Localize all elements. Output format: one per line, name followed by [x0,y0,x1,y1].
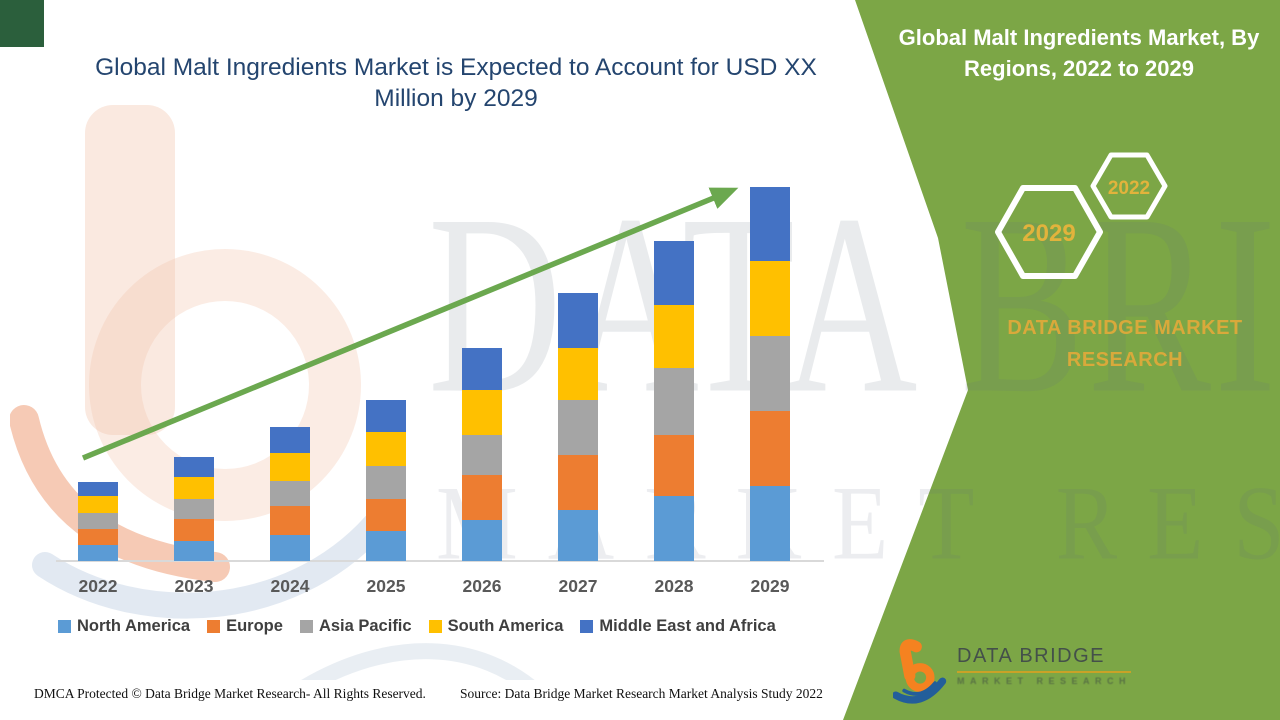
stacked-bar-2027 [558,293,598,561]
bar-segment [366,400,406,432]
legend-item: North America [58,617,190,636]
legend-marker [299,620,313,633]
stacked-bar-2024 [270,427,310,561]
bar-segment [78,482,118,496]
bar-segment [558,510,598,561]
bar-segment [654,368,694,435]
bar-segment [366,531,406,561]
x-axis-label: 2025 [366,576,406,596]
bar-segment [654,435,694,496]
bar-segment [462,435,502,475]
bar-segment [270,481,310,506]
bar-segment [462,475,502,520]
bar-segment [462,520,502,561]
bar-segment [270,535,310,561]
source-note: Source: Data Bridge Market Research Mark… [460,686,823,701]
bar-segment [750,187,790,261]
panel-brand-text: DATA BRIDGE MARKET RESEARCH [1007,317,1243,371]
bar-segment [558,348,598,400]
stacked-bar-2028 [654,241,694,561]
x-axis-label: 2029 [750,576,790,596]
x-axis-label: 2023 [174,576,214,596]
corner-accent-square [0,0,44,47]
legend-marker [580,620,594,633]
logo-name-text: DATA BRIDGE [957,645,1132,673]
bar-segment [174,541,214,561]
bar-segment [366,466,406,499]
bar-segment [270,427,310,453]
bar-segment [174,499,214,519]
legend-item: South America [428,617,564,636]
legend-item: Middle East and Africa [580,617,776,636]
stacked-bar-2029 [750,187,790,561]
x-axis-label: 2024 [270,576,310,596]
legend-marker [428,620,442,633]
bar-segment [78,496,118,513]
bar-segment [462,390,502,435]
logo-subtitle-text: MARKET RESEARCH [957,676,1132,686]
bar-segment [78,545,118,561]
stacked-bar-2025 [366,400,406,561]
stacked-bar-2026 [462,348,502,561]
bar-segment [750,411,790,486]
legend-label: North America [77,617,191,635]
bar-segment [174,477,214,499]
data-bridge-logo: DATA BRIDGE MARKET RESEARCH [893,637,1132,705]
data-bridge-text-watermark: DATA BRIDGE [428,162,1280,448]
legend-marker [58,620,71,633]
bar-segment [558,455,598,510]
panel-header: Global Malt Ingredients Market, By Regio… [898,25,1260,81]
legend-label: Middle East and Africa [599,617,776,635]
stacked-bar-2022 [78,482,118,561]
bar-segment [750,261,790,336]
bar-segment [366,432,406,466]
x-axis-label: 2022 [78,576,118,596]
chart-legend: North America Europe Asia Pacific South Ame… [58,617,828,636]
bar-segment [366,499,406,531]
bar-segment [750,336,790,411]
legend-label: Asia Pacific [318,617,412,635]
x-axis-label: 2028 [654,576,694,596]
x-axis-label: 2026 [462,576,502,596]
bar-segment [462,348,502,390]
x-axis-line [56,560,824,562]
data-bridge-logo-icon [893,639,947,704]
stacked-bar-2023 [174,457,214,561]
legend-label: South America [447,617,564,635]
legend-item: Europe [207,617,283,636]
bar-segment [78,513,118,529]
bar-segment [654,305,694,368]
bar-segment [78,529,118,545]
bar-segment [558,293,598,348]
dmca-notice: DMCA Protected © Data Bridge Market Rese… [34,686,426,701]
bar-segment [750,486,790,561]
bar-segment [654,496,694,561]
bar-segment [174,519,214,541]
chart-title: Global Malt Ingredients Market is Expect… [95,54,817,112]
legend-marker [207,620,221,633]
bar-segment [270,453,310,481]
x-axis-label: 2027 [558,576,598,596]
bar-segment [174,457,214,477]
bar-segment [654,241,694,305]
legend-item: Asia Pacific [299,617,412,636]
bar-segment [558,400,598,455]
bar-segment [270,506,310,535]
legend-label: Europe [226,617,283,635]
